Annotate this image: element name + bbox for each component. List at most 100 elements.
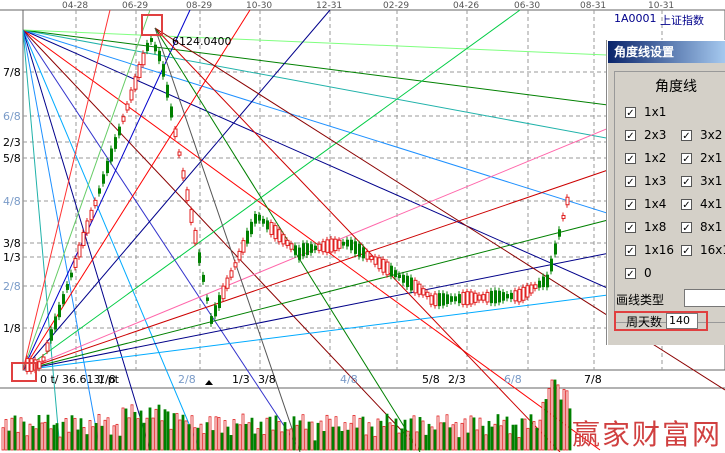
candle-body [542, 276, 545, 288]
checkbox-1x4[interactable]: ✓ 1x4 [625, 197, 667, 211]
candle-body [229, 270, 234, 278]
volume-bar [157, 404, 161, 451]
candle-body [233, 262, 238, 268]
checkbox-1x8[interactable]: ✓ 1x8 [625, 220, 667, 234]
checkbox-3x2[interactable]: ✓ 3x2 [681, 128, 723, 142]
candle-body [365, 251, 370, 260]
candle-body [150, 38, 153, 42]
checkbox-1x16[interactable]: ✓ 1x16 [625, 243, 675, 257]
candle-body [369, 255, 374, 261]
volume-bar [292, 416, 296, 451]
volume-bar [238, 424, 242, 451]
candle-body [317, 243, 322, 251]
candle-body [62, 294, 65, 304]
weeks-input[interactable]: 140 [666, 313, 699, 329]
volume-bar [22, 421, 26, 451]
volume-bar [223, 420, 227, 451]
checkbox-0[interactable]: ✓ 0 [625, 266, 652, 280]
volume-bar [457, 437, 461, 451]
volume-bar [421, 420, 425, 451]
volume-bar [475, 429, 479, 451]
volume-bar [253, 433, 257, 451]
candle-body [421, 288, 426, 296]
volume-bar [319, 420, 323, 451]
low-marker[interactable] [11, 362, 37, 382]
candle-body [221, 285, 226, 300]
line-type-select[interactable] [684, 289, 725, 307]
volume-bar [259, 421, 263, 451]
volume-bar [505, 416, 509, 451]
volume-bar [463, 418, 467, 451]
candle-body [102, 174, 105, 184]
volume-bar [274, 415, 278, 451]
candle-body [373, 256, 378, 265]
candle-body [533, 284, 538, 289]
volume-bar [340, 430, 344, 451]
candle-body [302, 243, 305, 257]
angle-line-settings-dialog[interactable]: 角度线设置 角度线 ✓ 1x1 ✓ 2x3 ✓ 1x2 ✓ 1x3 ✓ 1x4 ✓ 1x8 … [607, 40, 725, 345]
volume-bar [175, 413, 179, 451]
volume-bar [490, 426, 494, 451]
checkbox-1x1[interactable]: ✓ 1x1 [625, 105, 667, 119]
volume-bar [511, 424, 515, 451]
volume-bar [202, 433, 206, 451]
candle-body [425, 291, 430, 298]
volume-bar [481, 425, 485, 451]
weeks-field-highlight: 周天数 140 [614, 311, 708, 331]
checkbox-8x1[interactable]: ✓ 8x1 [681, 220, 723, 234]
angle-line-group: 角度线 ✓ 1x1 ✓ 2x3 ✓ 1x2 ✓ 1x3 ✓ 1x4 ✓ 1x8 ✓ 1x16 … [614, 71, 725, 323]
volume-bar [256, 428, 260, 451]
volume-bar [469, 415, 473, 451]
volume-bar [208, 416, 212, 451]
check-icon: ✓ [625, 267, 636, 280]
volume-bar [133, 411, 137, 451]
left-fraction-label: 5/8 [3, 152, 21, 165]
volume-bar [448, 427, 452, 451]
candle-body [321, 241, 326, 253]
checkbox-3x1[interactable]: ✓ 3x1 [681, 174, 723, 188]
checkbox-1x2[interactable]: ✓ 1x2 [625, 151, 667, 165]
volume-bar [172, 413, 176, 451]
checkbox-4x1[interactable]: ✓ 4x1 [681, 197, 723, 211]
candle-body [346, 239, 349, 247]
volume-bar [334, 416, 338, 451]
candle-body [561, 214, 566, 220]
volume-bar [361, 416, 365, 451]
candle-body [314, 245, 317, 251]
volume-bar [10, 417, 14, 451]
candle-body [281, 234, 286, 245]
peak-marker[interactable] [141, 14, 163, 36]
candle-body [73, 258, 78, 268]
candle-body [473, 292, 478, 303]
volume-bar [136, 418, 140, 451]
volume-bar [538, 419, 542, 451]
candle-body [490, 290, 493, 304]
volume-bar [553, 379, 557, 451]
candle-body [342, 241, 345, 246]
candle-body [198, 252, 201, 263]
volume-bar [430, 426, 434, 451]
checkbox-1x3[interactable]: ✓ 1x3 [625, 174, 667, 188]
candle-body [337, 239, 342, 249]
dialog-title[interactable]: 角度线设置 [608, 41, 725, 63]
candle-body [158, 50, 161, 62]
angle-line [22, 29, 421, 451]
volume-bar [496, 414, 500, 451]
checkbox-2x1[interactable]: ✓ 2x1 [681, 151, 723, 165]
bottom-fraction-label: 3/8 [258, 373, 276, 386]
checkbox-16x1[interactable]: ✓16x1 [681, 243, 725, 257]
volume-bar [286, 429, 290, 451]
volume-bar [214, 416, 218, 451]
checkbox-2x3[interactable]: ✓ 2x3 [625, 128, 667, 142]
volume-bar [121, 407, 125, 451]
left-fraction-label: 2/3 [3, 136, 21, 149]
candle-body [442, 293, 445, 306]
volume-bar [508, 433, 512, 451]
volume-bar [124, 408, 128, 451]
top-date-label: 04-28 [62, 1, 88, 11]
candle-body [413, 279, 418, 294]
volume-bar [211, 430, 215, 451]
bottom-fraction-label: 5/8 [422, 373, 440, 386]
volume-bar [472, 417, 476, 451]
volume-bar [529, 414, 533, 451]
